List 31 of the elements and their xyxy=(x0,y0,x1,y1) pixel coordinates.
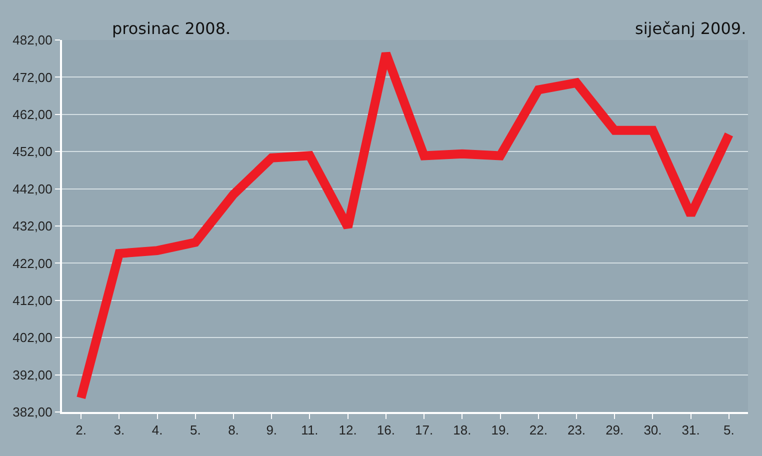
x-tick-label: 31. xyxy=(682,422,700,438)
x-tick-label: 29. xyxy=(606,422,624,438)
x-tick-label: 12. xyxy=(338,422,357,438)
x-tick-label: 9. xyxy=(266,422,278,438)
y-tick-label: 382,00 xyxy=(12,404,52,420)
x-tick-label: 8. xyxy=(228,422,239,438)
x-tick-label: 19. xyxy=(491,422,510,438)
y-tick-label: 422,00 xyxy=(12,256,52,271)
x-tick-label: 22. xyxy=(529,422,548,438)
y-tick-label: 452,00 xyxy=(12,144,52,160)
x-tick-label: 18. xyxy=(453,422,472,438)
x-tick-label: 4. xyxy=(152,422,163,438)
x-tick-label: 3. xyxy=(114,422,125,438)
y-tick-label: 392,00 xyxy=(12,367,52,382)
y-tick-label: 442,00 xyxy=(12,181,52,196)
y-tick-label: 432,00 xyxy=(12,218,52,234)
y-tick-label: 482,00 xyxy=(12,32,52,48)
x-tick-label: 11. xyxy=(301,422,318,438)
y-tick-label: 412,00 xyxy=(12,292,52,308)
y-tick-label: 402,00 xyxy=(12,330,52,346)
x-tick-label: 2. xyxy=(76,422,86,438)
x-tick-label: 5. xyxy=(724,422,734,438)
x-tick-label: 23. xyxy=(567,422,586,438)
x-tick-label: 17. xyxy=(415,422,434,438)
text: prosinac 2008. xyxy=(112,19,231,38)
x-tick-label: 30. xyxy=(644,422,662,438)
text: siječanj 2009. xyxy=(635,19,746,38)
x-tick-label: 16. xyxy=(376,422,395,438)
y-tick-label: 462,00 xyxy=(12,106,52,122)
y-tick-label: 472,00 xyxy=(12,70,52,85)
x-tick-label: 5. xyxy=(190,422,201,438)
